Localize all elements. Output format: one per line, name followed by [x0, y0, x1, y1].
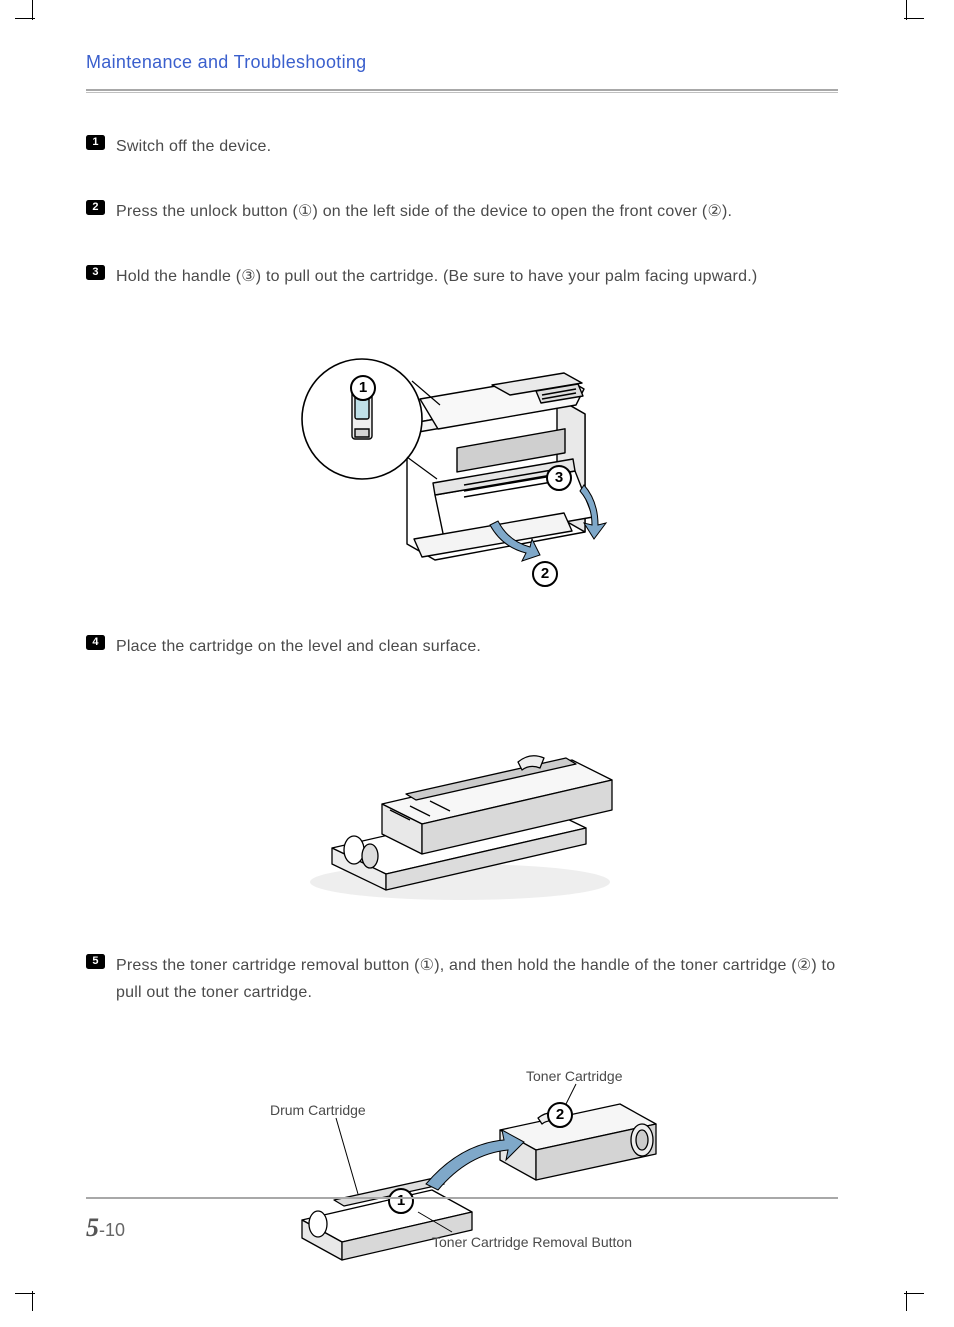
- callout-3: 3: [546, 465, 572, 491]
- footer-rule: [86, 1197, 838, 1199]
- callout-2: 2: [532, 561, 558, 587]
- step-badge: 2: [86, 200, 105, 215]
- step-1: 1 Switch off the device.: [86, 133, 838, 160]
- step-5: 5 Press the toner cartridge removal butt…: [86, 952, 838, 1006]
- cartridge-illustration: [292, 698, 632, 918]
- step-text: Switch off the device.: [116, 138, 271, 155]
- label-toner: Toner Cartridge: [526, 1068, 623, 1084]
- header-rule-thin: [86, 92, 838, 93]
- figure-3: 1 2 Toner Cartridge Drum Cartridge Toner…: [86, 1044, 838, 1284]
- callout-2: 2: [547, 1102, 573, 1128]
- printer-illustration: [292, 329, 632, 599]
- figure-1: 1 2 3: [86, 329, 838, 599]
- step-badge: 1: [86, 135, 105, 150]
- step-text: Press the toner cartridge removal button…: [116, 957, 835, 1001]
- page-content: Maintenance and Troubleshooting 1 Switch…: [86, 52, 838, 1284]
- callout-1: 1: [350, 375, 376, 401]
- step-badge: 3: [86, 265, 105, 280]
- step-4: 4 Place the cartridge on the level and c…: [86, 633, 838, 660]
- page-footer: 5-10: [86, 1197, 838, 1243]
- step-text: Hold the handle (③) to pull out the cart…: [116, 268, 757, 285]
- step-list: 1 Switch off the device. 2 Press the unl…: [86, 133, 838, 1284]
- step-badge: 4: [86, 635, 105, 650]
- section-title: Maintenance and Troubleshooting: [86, 52, 838, 73]
- step-text: Place the cartridge on the level and cle…: [116, 638, 481, 655]
- chapter-number: 5: [86, 1213, 99, 1242]
- step-text: Press the unlock button (①) on the left …: [116, 203, 732, 220]
- step-badge: 5: [86, 954, 105, 969]
- page-number: 5-10: [86, 1213, 838, 1243]
- header-rule: [86, 89, 838, 91]
- label-drum: Drum Cartridge: [270, 1102, 366, 1118]
- step-3: 3 Hold the handle (③) to pull out the ca…: [86, 263, 838, 290]
- figure-2: [86, 698, 838, 918]
- step-2: 2 Press the unlock button (①) on the lef…: [86, 198, 838, 225]
- page-no: 10: [105, 1220, 125, 1240]
